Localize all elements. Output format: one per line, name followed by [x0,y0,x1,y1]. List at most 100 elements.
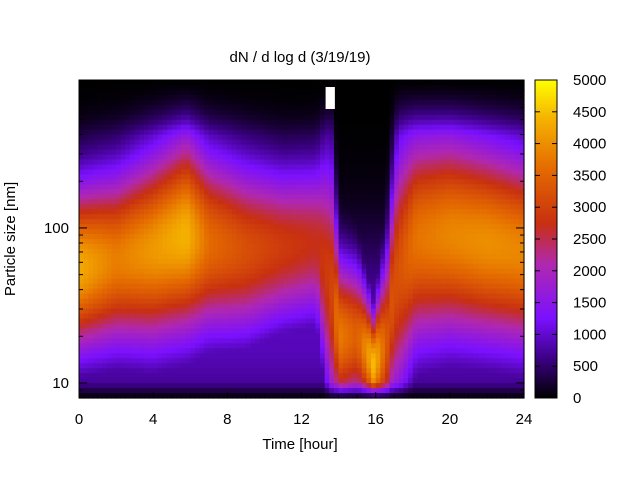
heatmap-cell [361,243,367,250]
heatmap-cell [264,308,270,315]
heatmap-cell [278,80,284,86]
heatmap-cell [269,388,275,394]
heatmap-cell [97,149,103,156]
heatmap-cell [426,99,432,106]
heatmap-cell [333,189,340,195]
heatmap-cell [292,338,298,344]
heatmap-cell [83,229,89,235]
heatmap-cell [306,263,312,270]
heatmap-cell [371,124,377,131]
heatmap-cell [422,139,428,146]
heatmap-cell [287,278,293,285]
heatmap-cell [296,179,303,185]
heatmap-cell [83,99,89,106]
heatmap-cell [83,149,89,156]
heatmap-cell [361,258,367,265]
heatmap-cell [273,224,279,230]
heatmap-cell [190,243,196,250]
heatmap-cell [218,239,224,245]
heatmap-cell [329,388,335,394]
heatmap-cell [310,149,317,156]
heatmap-cell [329,308,335,315]
heatmap-cell [204,119,210,126]
heatmap-cell [213,234,219,240]
heatmap-cell [431,253,437,260]
heatmap-cell [435,219,442,225]
heatmap-cell [403,368,409,374]
heatmap-cell [380,154,386,161]
heatmap-cell [213,273,219,280]
heatmap-cell [287,234,293,240]
heatmap-cell [185,194,191,200]
heatmap-cell [88,293,94,300]
heatmap-cell [315,263,321,270]
heatmap-cell [282,189,289,195]
heatmap-cell [264,358,270,364]
heatmap-cell [320,149,326,156]
heatmap-cell [162,338,168,344]
heatmap-cell [88,144,94,151]
heatmap-cell [324,229,330,235]
heatmap-cell [218,174,224,180]
heatmap-cell [264,149,270,156]
heatmap-cell [282,224,289,230]
heatmap-cell [129,229,136,235]
heatmap-cell [176,303,182,310]
heatmap-cell [208,288,215,295]
heatmap-cell [357,189,363,195]
heatmap-cell [371,84,377,91]
heatmap-cell [153,373,159,379]
heatmap-cell [366,219,372,225]
heatmap-cell [278,194,284,200]
heatmap-cell [245,273,252,280]
heatmap-cell [143,273,150,280]
heatmap-cell [199,204,205,210]
heatmap-cell [250,114,256,121]
heatmap-cell [320,363,326,369]
heatmap-cell [375,313,381,320]
heatmap-cell [347,343,354,349]
heatmap-cell [222,129,228,136]
heatmap-cell [250,194,256,200]
heatmap-cell [106,323,113,330]
heatmap-cell [180,353,187,359]
heatmap-cell [343,268,349,275]
heatmap-cell [306,333,312,339]
heatmap-cell [143,134,150,141]
heatmap-cell [292,278,298,285]
heatmap-cell [389,303,395,310]
heatmap-cell [412,313,418,320]
heatmap-cell [287,139,293,146]
heatmap-cell [102,383,108,389]
heatmap-cell [398,174,405,180]
heatmap-cell [134,268,140,275]
heatmap-cell [296,169,303,176]
heatmap-cell [384,139,391,146]
heatmap-cell [143,239,150,245]
heatmap-cell [250,343,256,349]
heatmap-cell [324,318,330,325]
heatmap-cell [153,243,159,250]
heatmap-cell [134,373,140,379]
heatmap-cell [120,209,126,215]
heatmap-cell [422,239,428,245]
heatmap-cell [384,124,391,131]
heatmap-cell [157,343,164,349]
heatmap-cell [162,234,168,240]
heatmap-cell [324,358,330,364]
heatmap-cell [269,144,275,151]
heatmap-cell [157,268,164,275]
heatmap-cell [134,358,140,364]
heatmap-cell [417,149,423,156]
heatmap-cell [408,333,414,339]
heatmap-cell [176,84,182,91]
heatmap-cell [426,169,432,176]
heatmap-cell [190,368,196,374]
heatmap-cell [264,199,270,205]
heatmap-cell [338,219,344,225]
heatmap-cell [111,139,117,146]
heatmap-cell [315,248,321,255]
heatmap-cell [190,383,196,389]
heatmap-cell [218,129,224,136]
heatmap-cell [403,169,409,176]
